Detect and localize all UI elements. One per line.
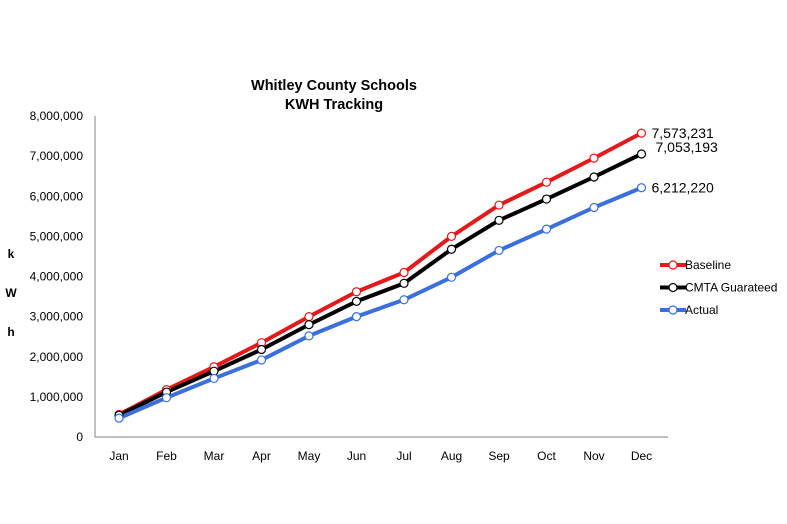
data-point <box>399 295 409 305</box>
chart-subtitle: KWH Tracking <box>285 97 383 113</box>
x-tick-label: Nov <box>583 449 604 463</box>
y-tick-label: 2,000,000 <box>30 350 84 364</box>
x-tick-label: May <box>298 449 321 463</box>
legend: Baseline CMTA Guarateed Actual <box>660 258 777 317</box>
y-tick-label: 5,000,000 <box>30 229 84 243</box>
data-point <box>304 312 314 322</box>
y-tick-label: 3,000,000 <box>30 310 84 324</box>
y-tick-label: 7,000,000 <box>30 149 84 163</box>
y-axis-label-char-k: k <box>8 247 15 261</box>
data-point <box>541 194 552 204</box>
y-tick-label: 1,000,000 <box>30 390 84 404</box>
chart-title: Whitley County Schools <box>251 78 417 94</box>
data-point <box>114 413 124 423</box>
data-point <box>494 215 504 225</box>
data-point <box>494 200 504 210</box>
series-points <box>114 128 647 423</box>
x-tick-labels: Jan Feb Mar Apr May Jun Jul Aug Sep Oct Nov Dec <box>109 449 652 463</box>
y-tick-label: 8,000,000 <box>30 109 84 123</box>
data-point <box>589 172 599 182</box>
data-point <box>399 267 409 278</box>
data-point <box>446 272 457 282</box>
y-tick-label: 0 <box>76 430 83 444</box>
data-point <box>636 183 647 193</box>
legend-label: CMTA Guarateed <box>685 281 777 295</box>
x-tick-label: Apr <box>252 449 271 463</box>
y-tick-label: 6,000,000 <box>30 189 84 203</box>
legend-marker <box>668 260 678 270</box>
legend-label: Baseline <box>685 258 731 272</box>
data-point <box>541 177 552 187</box>
data-point <box>446 231 457 241</box>
x-tick-label: Sep <box>488 449 510 463</box>
legend-marker <box>668 282 678 293</box>
data-point <box>446 244 457 254</box>
data-point <box>304 320 314 330</box>
x-tick-label: Jul <box>396 449 411 463</box>
x-tick-label: Jan <box>109 449 128 463</box>
data-point <box>351 312 362 322</box>
x-tick-label: Dec <box>631 449 652 463</box>
y-tick-label: 4,000,000 <box>30 270 84 284</box>
y-tick-labels: 0 1,000,000 2,000,000 3,000,000 4,000,000 5,0… <box>30 109 84 444</box>
series-line <box>117 131 644 417</box>
data-point <box>209 373 219 384</box>
data-point <box>304 331 314 341</box>
x-tick-label: Oct <box>537 449 556 463</box>
legend-label: Actual <box>685 303 718 317</box>
data-point <box>541 224 552 234</box>
end-value-label: 7,573,231 <box>652 125 714 141</box>
x-tick-label: Mar <box>204 449 225 463</box>
data-point <box>636 128 647 138</box>
series-line <box>117 185 644 421</box>
data-point <box>399 278 409 288</box>
end-value-label: 6,212,220 <box>652 180 714 196</box>
data-point <box>161 393 172 403</box>
data-point <box>351 296 362 306</box>
y-axis-label-char-w: W <box>5 286 17 300</box>
data-point <box>256 355 267 365</box>
legend-marker <box>668 305 678 315</box>
data-point <box>494 245 504 256</box>
series-line <box>117 151 644 418</box>
data-point <box>589 153 599 163</box>
data-point <box>589 202 599 213</box>
y-axis-label-char-h: h <box>7 325 14 339</box>
data-point <box>351 287 362 297</box>
x-tick-label: Jun <box>347 449 366 463</box>
data-point <box>256 344 267 355</box>
x-tick-label: Feb <box>156 449 177 463</box>
end-value-label: 7,053,193 <box>656 139 718 155</box>
x-tick-label: Aug <box>441 449 462 463</box>
data-point <box>636 149 647 159</box>
series-lines <box>117 131 644 421</box>
